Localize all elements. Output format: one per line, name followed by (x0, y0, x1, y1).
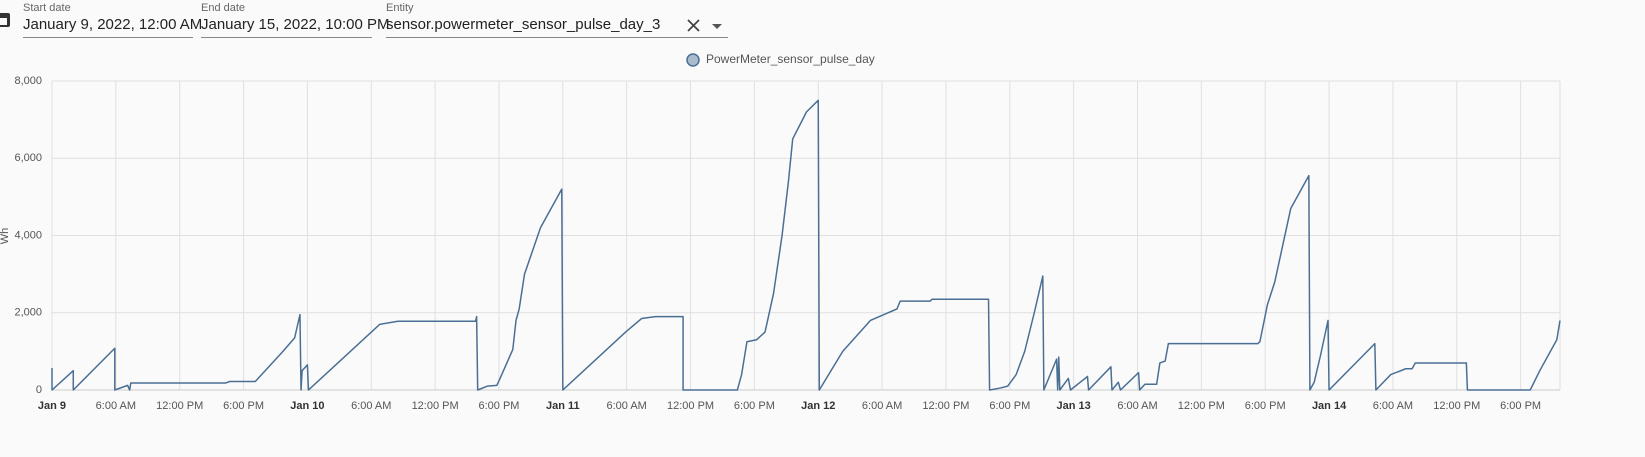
y-tick-label: 6,000 (14, 152, 42, 164)
legend-marker (686, 53, 700, 67)
y-axis-label: Wh (0, 228, 11, 245)
x-tick-label: 6:00 PM (1500, 400, 1541, 412)
x-tick-label: 6:00 PM (478, 400, 519, 412)
x-tick-label: Jan 13 (1057, 400, 1091, 412)
entity-field[interactable]: Entity sensor.powermeter_sensor_pulse_da… (386, 2, 728, 38)
field-value: sensor.powermeter_sensor_pulse_day_3 (386, 16, 660, 33)
x-tick-label: 6:00 AM (862, 400, 902, 412)
x-tick-label: 6:00 AM (1373, 400, 1413, 412)
clear-button[interactable] (687, 19, 700, 32)
x-tick-label: 6:00 AM (606, 400, 646, 412)
chart: 0 2,000 4,000 6,000 8,000 Jan 9 6:00 AM 12:00 P… (0, 52, 1561, 412)
x-tick-label: 12:00 PM (667, 400, 714, 412)
x-tick-label: 6:00 AM (96, 400, 136, 412)
x-tick-label: 6:00 AM (351, 400, 391, 412)
calendar-icon-face (0, 18, 7, 25)
x-tick-label: 12:00 PM (412, 400, 459, 412)
start-date-field[interactable]: Start date January 9, 2022, 12:00 AM (23, 2, 202, 38)
x-tick-label: 6:00 PM (1245, 400, 1286, 412)
x-tick-label: 6:00 PM (223, 400, 264, 412)
field-label: Start date (23, 2, 71, 14)
x-tick-label: 12:00 PM (156, 400, 203, 412)
field-label: Entity (386, 2, 414, 14)
legend-label: PowerMeter_sensor_pulse_day (706, 52, 875, 66)
x-tick-label: 6:00 AM (1117, 400, 1157, 412)
x-tick-label: Jan 14 (1312, 400, 1347, 412)
y-tick-label: 4,000 (14, 229, 42, 241)
x-tick-label: Jan 12 (801, 400, 835, 412)
x-tick-label: 12:00 PM (922, 400, 969, 412)
dropdown-button[interactable] (712, 24, 722, 29)
y-tick-label: 2,000 (14, 307, 42, 319)
field-value: January 15, 2022, 10:00 PM (201, 16, 389, 33)
field-label: End date (201, 2, 245, 14)
x-tick-label: 6:00 PM (734, 400, 775, 412)
x-tick-label: Jan 9 (38, 400, 66, 412)
x-tick-label: Jan 11 (546, 400, 580, 412)
x-tick-label: 12:00 PM (1178, 400, 1225, 412)
x-tick-label: Jan 10 (290, 400, 324, 412)
y-tick-label: 8,000 (14, 75, 42, 87)
field-value: January 9, 2022, 12:00 AM (23, 16, 202, 33)
series-line (51, 99, 1561, 391)
x-tick-label: 12:00 PM (1433, 400, 1480, 412)
x-tick-label: 6:00 PM (989, 400, 1030, 412)
end-date-field[interactable]: End date January 15, 2022, 10:00 PM (201, 2, 389, 38)
y-tick-label: 0 (36, 384, 42, 396)
